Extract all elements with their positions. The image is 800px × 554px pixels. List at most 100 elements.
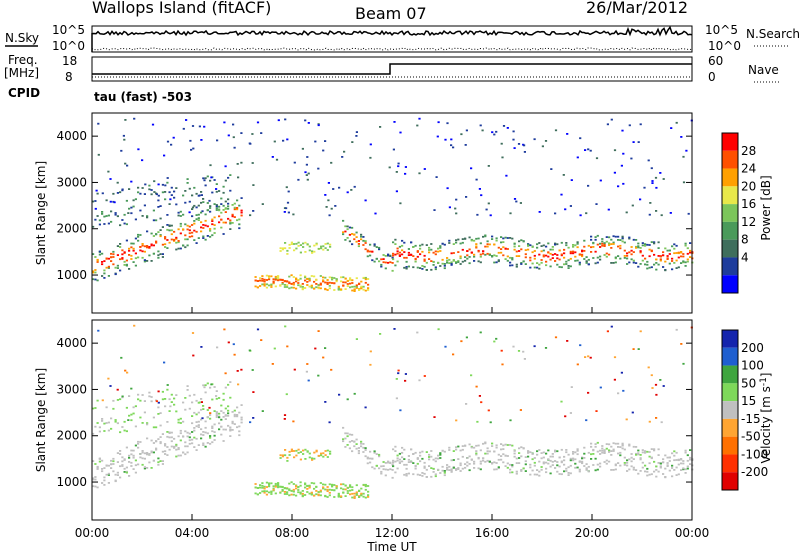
power-cell xyxy=(373,244,376,247)
velocity-cell xyxy=(587,470,590,473)
power-cell xyxy=(101,261,104,263)
velocity-cell xyxy=(657,454,660,456)
power-cell xyxy=(473,253,476,256)
velocity-cell xyxy=(297,452,300,454)
power-cell xyxy=(119,269,122,272)
power-cell xyxy=(116,254,119,256)
velocity-cell xyxy=(236,426,239,429)
velocity-cell xyxy=(506,462,509,465)
velocity-cell xyxy=(450,459,453,462)
power-cell xyxy=(215,183,218,185)
power-cell xyxy=(572,252,575,255)
power-cell xyxy=(237,176,240,179)
velocity-cell xyxy=(626,464,629,467)
velocity-cell xyxy=(191,431,194,433)
power-cell xyxy=(277,276,280,279)
power-cell xyxy=(292,276,295,278)
velocity-cell xyxy=(684,472,687,474)
velocity-cell xyxy=(179,432,182,435)
velocity-cell xyxy=(177,418,180,421)
velocity-cell xyxy=(556,461,559,463)
power-cell xyxy=(358,282,361,285)
nave-tick-low: 0 xyxy=(708,70,716,84)
power-cell xyxy=(380,258,383,261)
velocity-cell xyxy=(288,489,291,492)
velocity-cell xyxy=(362,446,365,449)
velocity-cell xyxy=(475,453,478,456)
velocity-cell xyxy=(175,448,178,451)
power-cell xyxy=(630,258,633,261)
velocity-cell xyxy=(491,462,494,465)
velocity-cell xyxy=(215,395,218,397)
velocity-cell xyxy=(468,463,471,465)
power-cell xyxy=(123,260,126,263)
velocity-cell xyxy=(317,374,320,377)
power-cell xyxy=(143,259,146,261)
velocity-cell xyxy=(231,411,234,413)
power-cell xyxy=(554,260,557,262)
power-cell xyxy=(564,208,567,211)
power-cell xyxy=(475,178,478,181)
velocity-cell xyxy=(362,443,365,445)
power-cell xyxy=(639,198,642,201)
power-cell xyxy=(107,257,110,260)
power-cell xyxy=(423,258,426,261)
power-cell xyxy=(595,157,599,160)
power-cell xyxy=(94,278,97,281)
velocity-cell xyxy=(92,478,95,481)
velocity-cell xyxy=(164,405,167,408)
velocity-cell xyxy=(137,442,140,445)
velocity-cell xyxy=(560,400,563,403)
power-cell xyxy=(124,119,127,121)
velocity-cell xyxy=(128,475,131,477)
velocity-cell xyxy=(527,455,530,458)
velocity-cell xyxy=(125,430,128,433)
velocity-cell xyxy=(599,465,602,468)
power-cell xyxy=(215,204,218,206)
velocity-cell xyxy=(150,451,153,454)
velocity-cell xyxy=(157,463,160,466)
power-cell xyxy=(328,287,331,290)
velocity-cell xyxy=(457,468,460,470)
power-cell xyxy=(161,226,164,228)
power-cell xyxy=(461,241,464,244)
power-cell xyxy=(491,131,494,134)
power-cell xyxy=(654,176,658,179)
velocity-cell xyxy=(509,463,512,466)
velocity-cell xyxy=(360,440,363,443)
power-cell xyxy=(240,197,243,199)
power-cell xyxy=(560,266,563,269)
velocity-cell xyxy=(224,418,227,420)
velocity-cell xyxy=(152,442,155,444)
power-cell xyxy=(574,259,577,262)
power-cell xyxy=(139,234,142,236)
velocity-cell xyxy=(355,438,358,441)
velocity-cell xyxy=(482,459,485,462)
power-cell xyxy=(137,239,140,242)
power-cell xyxy=(94,271,97,274)
velocity-cell xyxy=(227,414,230,417)
velocity-cell xyxy=(143,457,146,460)
velocity-cell xyxy=(545,452,548,455)
velocity-cell xyxy=(601,449,604,452)
power-cell xyxy=(119,258,122,261)
velocity-cell xyxy=(357,452,360,455)
power-cell xyxy=(554,129,558,132)
x-tick-label: 08:00 xyxy=(275,526,310,540)
velocity-cell xyxy=(457,445,460,448)
power-cell xyxy=(446,257,449,259)
velocity-cell xyxy=(204,445,207,448)
velocity-cell xyxy=(554,450,557,453)
velocity-cell xyxy=(184,397,187,399)
velocity-cell xyxy=(260,339,263,341)
velocity-cell xyxy=(666,464,669,467)
power-cell xyxy=(517,143,521,145)
velocity-cell xyxy=(150,400,153,403)
power-cell xyxy=(673,262,676,264)
power-cell xyxy=(146,246,149,249)
power-cell xyxy=(283,284,286,286)
velocity-cell xyxy=(159,441,162,443)
velocity-cell xyxy=(662,458,665,461)
velocity-cell xyxy=(293,456,296,459)
power-cell xyxy=(222,191,225,194)
